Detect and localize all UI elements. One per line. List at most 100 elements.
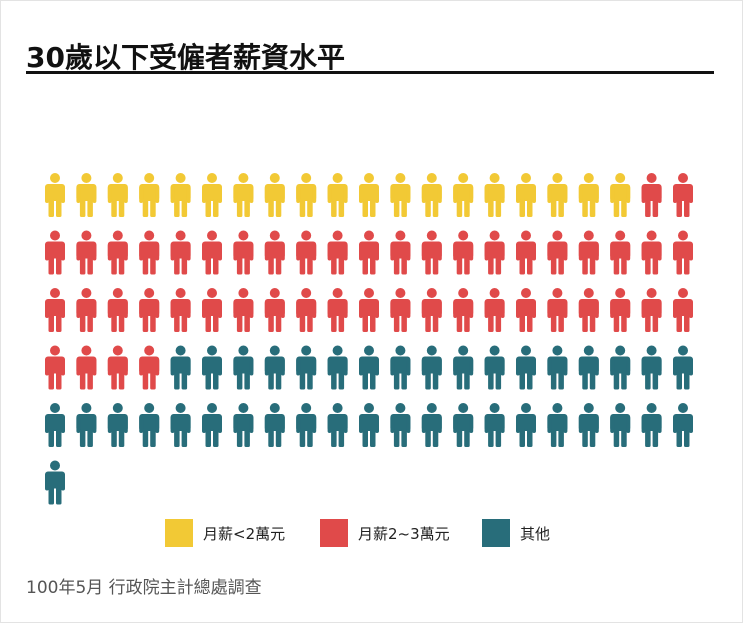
person-icon-other (516, 403, 536, 447)
person-icon-20k-30k (484, 230, 505, 275)
person-icon-20k-30k (578, 288, 599, 332)
person-icon-other (453, 403, 474, 447)
person-icon-under-20k (421, 173, 442, 217)
person-icon-20k-30k (673, 230, 693, 275)
person-icon-20k-30k (45, 345, 65, 390)
person-icon-other (359, 345, 379, 390)
person-icon-20k-30k (547, 288, 568, 332)
person-icon-other (641, 403, 662, 447)
person-icon-under-20k (327, 173, 348, 217)
person-icon-under-20k (390, 173, 411, 217)
person-icon-other (327, 403, 348, 447)
legend-item-20k-30k: 月薪2~3萬元 (320, 518, 450, 548)
legend-label-other: 其他 (520, 524, 551, 543)
person-icon-other (233, 403, 254, 447)
person-icon-20k-30k (170, 230, 191, 275)
person-icon-other (453, 345, 474, 390)
person-icon-under-20k (170, 173, 191, 217)
person-icon-other (359, 403, 379, 447)
legend-swatch-under-20k (165, 519, 193, 547)
person-icon-20k-30k (641, 288, 662, 332)
person-icon-under-20k (76, 173, 97, 217)
person-icon-other (296, 403, 317, 447)
person-icon-20k-30k (264, 288, 285, 332)
person-icon-20k-30k (359, 288, 379, 332)
person-icon-under-20k (233, 173, 254, 217)
person-icon-20k-30k (610, 230, 631, 275)
person-icon-20k-30k (327, 288, 348, 332)
person-icon-other (421, 403, 442, 447)
person-icon-20k-30k (359, 230, 379, 275)
person-icon-20k-30k (202, 230, 222, 275)
person-icon-20k-30k (202, 288, 222, 332)
person-icon-20k-30k (76, 230, 97, 275)
person-icon-under-20k (578, 173, 599, 217)
person-icon-20k-30k (453, 288, 474, 332)
person-icon-under-20k (296, 173, 317, 217)
source-note: 100年5月 行政院主計總處調查 (26, 578, 262, 598)
person-icon-other (610, 403, 631, 447)
person-icon-other (45, 403, 65, 447)
person-icon-under-20k (547, 173, 568, 217)
legend-item-other: 其他 (482, 518, 550, 548)
person-icon-other (170, 403, 191, 447)
person-icon-other (547, 345, 568, 390)
person-icon-other (107, 403, 128, 447)
legend-label-20k-30k: 月薪2~3萬元 (358, 524, 450, 543)
person-icon-other (202, 345, 222, 390)
person-icon-20k-30k (296, 230, 317, 275)
title-underline (26, 71, 714, 74)
person-icon-other (233, 345, 254, 390)
person-icon-under-20k (139, 173, 160, 217)
person-icon-20k-30k (641, 173, 662, 217)
person-icon-other (170, 345, 191, 390)
person-icon-20k-30k (76, 345, 97, 390)
person-icon-under-20k (610, 173, 631, 217)
person-icon-other (327, 345, 348, 390)
person-icon-20k-30k (107, 230, 128, 275)
person-icon-other (264, 345, 285, 390)
person-icon-other (516, 345, 536, 390)
person-icon-20k-30k (673, 288, 693, 332)
chart-title: 30歲以下受僱者薪資水平 (26, 41, 345, 74)
legend-item-under-20k: 月薪<2萬元 (165, 518, 285, 548)
person-icon-20k-30k (45, 230, 65, 275)
person-icon-20k-30k (421, 288, 442, 332)
person-icon-20k-30k (139, 230, 160, 275)
person-icon-20k-30k (516, 230, 536, 275)
person-icon-other (578, 403, 599, 447)
person-icon-20k-30k (421, 230, 442, 275)
person-icon-20k-30k (610, 288, 631, 332)
person-icon-20k-30k (139, 345, 160, 390)
person-icon-other (547, 403, 568, 447)
person-icon-20k-30k (578, 230, 599, 275)
person-icon-20k-30k (233, 288, 254, 332)
person-icon-20k-30k (107, 345, 128, 390)
legend-swatch-other (482, 519, 510, 547)
person-icon-other (202, 403, 222, 447)
person-icon-other (139, 403, 160, 447)
person-icon-20k-30k (390, 230, 411, 275)
person-icon-other (390, 345, 411, 390)
person-icon-other (578, 345, 599, 390)
person-icon-other (484, 403, 505, 447)
person-icon-20k-30k (45, 288, 65, 332)
person-icon-20k-30k (390, 288, 411, 332)
person-icon-other (673, 403, 693, 447)
person-icon-other (610, 345, 631, 390)
person-icon-other (421, 345, 442, 390)
person-icon-20k-30k (547, 230, 568, 275)
person-icon-other (264, 403, 285, 447)
person-icon-20k-30k (139, 288, 160, 332)
person-icon-other (76, 403, 97, 447)
person-icon-under-20k (453, 173, 474, 217)
person-icon-under-20k (516, 173, 536, 217)
person-icon-under-20k (107, 173, 128, 217)
person-icon-20k-30k (107, 288, 128, 332)
person-icon-under-20k (202, 173, 222, 217)
person-icon-20k-30k (327, 230, 348, 275)
person-icon-other (641, 345, 662, 390)
person-icon-under-20k (359, 173, 379, 217)
legend-label-under-20k: 月薪<2萬元 (203, 524, 286, 543)
person-icon-under-20k (264, 173, 285, 217)
